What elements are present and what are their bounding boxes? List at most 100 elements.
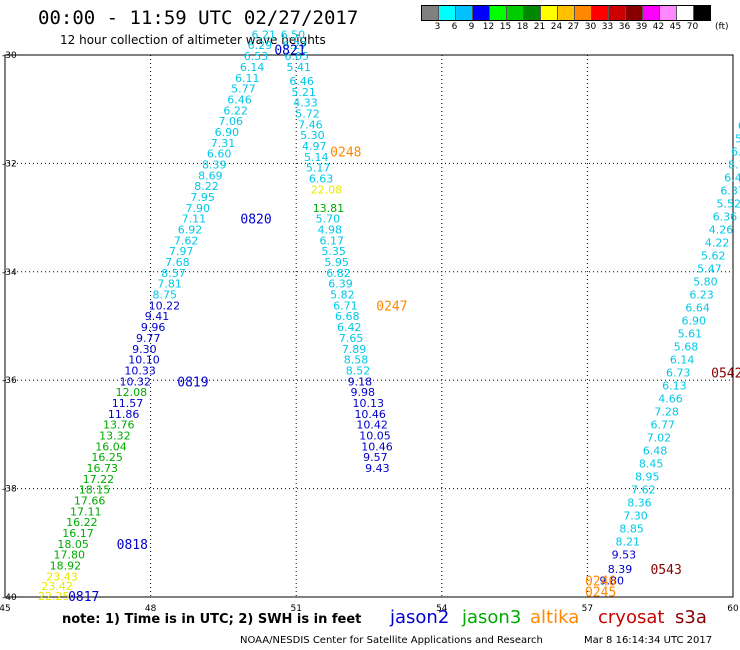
satellite-label-s3a: s3a [675,607,707,628]
wave-height-value: 5.61 [678,328,703,341]
legend-swatch [592,6,609,20]
wave-height-value: 4.26 [709,224,734,237]
wave-height-value: 6.53 [244,50,269,63]
legend-label: 42 [652,22,665,32]
wave-height-value: 7.95 [190,191,215,204]
map-grid [4,54,734,598]
wave-height-value: 4.33 [293,97,318,110]
legend-swatch [490,6,507,20]
lat-tick-label: -38 [2,485,17,495]
legend-label: 39 [635,22,648,32]
wave-height-value: 8.95 [635,471,660,484]
map-frame [4,54,734,598]
wave-height-value: 6.82 [326,267,351,280]
wave-height-value: 9.53 [612,549,637,562]
wave-height-value: 5.35 [321,245,346,258]
lon-tick-label: 60 [727,604,739,614]
legend-label: 24 [550,22,563,32]
wave-height-value: 6.60 [207,148,232,161]
legend-label: 45 [669,22,682,32]
wave-height-value: 16.04 [95,440,127,453]
wave-height-value: 7.65 [339,332,364,345]
legend-swatch [524,6,541,20]
wave-height-value: 8.39 [608,563,633,576]
wave-height-value: 6.48 [643,445,668,458]
time-label: 0248 [330,145,361,160]
time-label: 0817 [68,590,99,605]
legend-label: 9 [468,22,475,32]
lat-tick-label: -32 [2,159,17,169]
satellite-label-jason3: jason3 [462,607,522,628]
wave-height-value: 5.47 [697,263,722,276]
wave-height-value: 6.46 [289,75,314,88]
wave-height-value: 7.30 [623,510,648,523]
legend-swatch [609,6,626,20]
legend-swatch [473,6,490,20]
wave-height-value: 16.17 [62,527,94,540]
legend-swatch [558,6,575,20]
footer-center-name: NOAA/NESDIS Center for Satellite Applica… [240,635,543,646]
legend-swatch [507,6,524,20]
footer-timestamp: Mar 8 16:14:34 UTC 2017 [584,635,713,646]
wave-height-value: 7.68 [165,256,190,269]
wave-height-value: 10.22 [149,299,181,312]
wave-height-value: 5.95 [324,256,349,269]
wave-height-value: 18.92 [50,560,82,573]
time-label: 0245 [585,586,616,601]
wave-height-value: 5.52 [716,198,740,211]
wave-height-value: 17.80 [54,549,86,562]
wave-height-value: 6.90 [682,315,707,328]
wave-height-value: 9.18 [348,375,373,388]
legend-swatch [541,6,558,20]
wave-height-value: 6.13 [662,380,687,393]
legend-swatch [626,6,643,20]
legend-swatch [694,6,710,20]
wave-height-value: 5.80 [693,276,718,289]
legend-label: 15 [499,22,512,32]
time-label: 0819 [177,375,208,390]
wave-height-value: 11.86 [108,408,139,421]
wave-height-value: 16.22 [66,516,98,529]
lat-tick-label: -30 [2,51,17,61]
wave-height-value: 4.66 [658,393,683,406]
wave-height-value: 7.31 [211,137,236,150]
time-label: 0542 [711,367,740,382]
wave-height-value: 10.10 [128,354,160,367]
color-legend-labels: 3 6 9 12 15 18 21 24 27 30 33 36 39 42 45 70 [421,22,701,32]
wave-height-value: 10.33 [124,364,156,377]
wave-height-value: 6.36 [713,211,738,224]
legend-label: 27 [567,22,580,32]
wave-height-value: 7.02 [647,432,672,445]
wave-height-value: 5.21 [291,86,316,99]
legend-swatch [575,6,592,20]
lat-tick-label: -34 [2,268,17,278]
wave-height-value: 6.34 [738,119,740,132]
wave-height-value: 22.08 [311,183,343,196]
wave-height-value: 6.23 [689,289,714,302]
wave-height-value: 8.36 [627,497,652,510]
wave-height-value: 12.08 [116,386,148,399]
wave-height-value: 6.64 [685,302,710,315]
wave-height-value: 6.37 [720,185,740,198]
wave-height-value: 5.30 [300,129,325,142]
wave-height-value: 8.85 [619,523,644,536]
wave-height-value: 7.62 [631,484,656,497]
wave-height-value: 10.05 [359,429,391,442]
wave-height-value: 22.25 [38,590,70,603]
legend-label: 36 [618,22,631,32]
wave-height-value: 7.89 [342,343,367,356]
wave-height-value: 9.96 [141,321,166,334]
wave-height-value: 6.11 [235,72,260,85]
wave-height-value: 7.46 [298,118,323,131]
lon-tick-label: 51 [290,604,301,614]
lon-tick-label: 54 [436,604,448,614]
legend-unit: (ft) [715,22,729,32]
satellite-label-cryosat: cryosat [598,607,665,628]
altimeter-tracks: 22.2523.4223.4318.9217.8018.0516.1716.22… [38,28,740,603]
wave-height-value: 18.05 [57,538,89,551]
legend-swatch [422,6,439,20]
wave-height-value: 11.57 [112,397,144,410]
wave-height-value: 6.05 [285,50,310,63]
page-subtitle: 12 hour collection of altimeter wave hei… [60,33,326,47]
